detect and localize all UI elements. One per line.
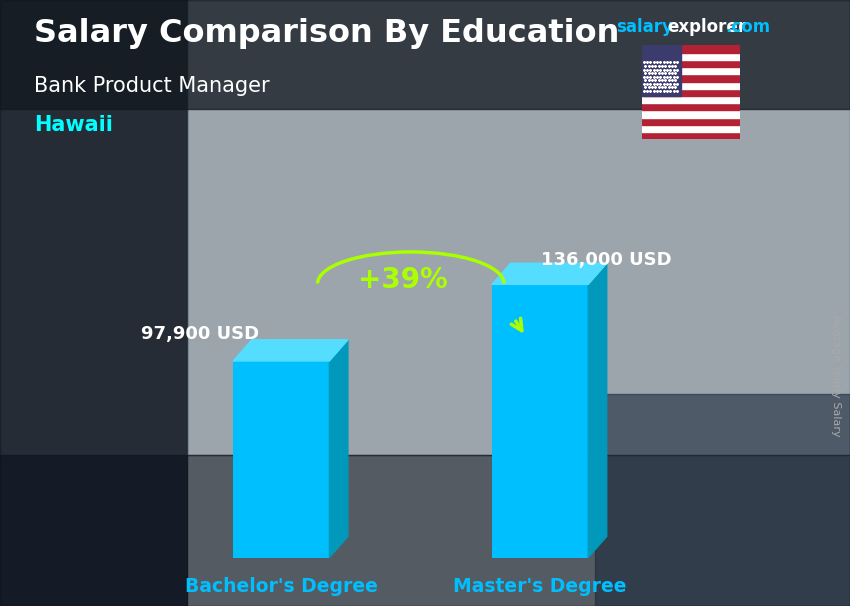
Bar	[492, 284, 588, 558]
Text: .com: .com	[725, 18, 770, 36]
Bar	[642, 45, 740, 53]
Bar	[642, 96, 740, 103]
Polygon shape	[330, 340, 348, 558]
Bar	[642, 110, 740, 118]
Text: 97,900 USD: 97,900 USD	[141, 325, 259, 344]
Bar	[0, 454, 850, 606]
Bar	[642, 60, 740, 67]
Bar	[233, 361, 330, 558]
Bar	[642, 118, 740, 125]
Bar	[642, 89, 740, 96]
Text: salary: salary	[616, 18, 673, 36]
Text: Average Yearly Salary: Average Yearly Salary	[830, 315, 841, 436]
Text: Salary Comparison By Education: Salary Comparison By Education	[34, 18, 620, 49]
Bar	[595, 394, 850, 606]
Text: Bank Product Manager: Bank Product Manager	[34, 76, 269, 96]
Bar	[187, 0, 850, 454]
Text: Hawaii: Hawaii	[34, 115, 113, 135]
Bar	[642, 75, 740, 82]
Bar	[642, 67, 740, 75]
Bar	[0, 0, 187, 606]
Bar	[642, 125, 740, 132]
Bar	[642, 132, 740, 139]
Polygon shape	[233, 340, 348, 361]
Text: 136,000 USD: 136,000 USD	[541, 250, 672, 268]
Polygon shape	[492, 263, 607, 284]
Bar	[0, 0, 850, 109]
Bar	[642, 103, 740, 110]
Text: explorer: explorer	[667, 18, 746, 36]
Polygon shape	[588, 263, 607, 558]
Text: +39%: +39%	[359, 266, 448, 294]
Bar	[642, 53, 740, 60]
Bar	[642, 45, 681, 96]
Bar	[642, 82, 740, 89]
